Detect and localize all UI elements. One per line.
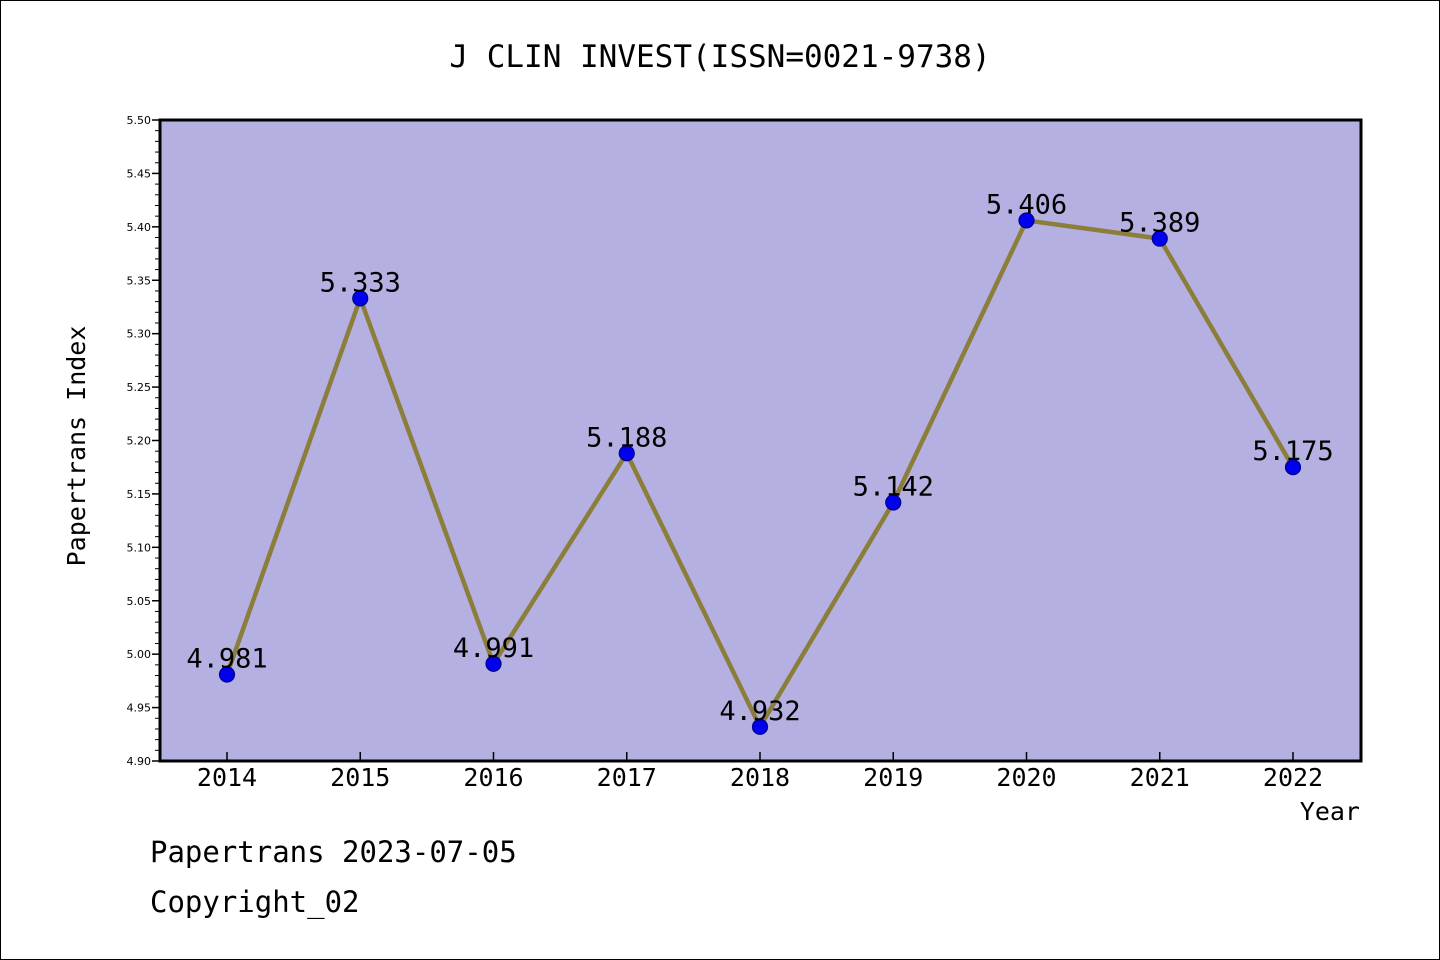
data-label: 5.175 (1252, 436, 1333, 467)
data-label: 5.406 (986, 189, 1067, 220)
data-point (218, 666, 236, 683)
data-label: 4.981 (186, 643, 267, 674)
x-axis-label: Year (1300, 797, 1360, 826)
x-axis: 2014 2015 2016 2017 2018 2019 2020 2021 2022 (197, 752, 1323, 792)
y-tick-label: 5.05 (127, 595, 152, 608)
data-label: 5.389 (1119, 208, 1200, 239)
y-tick-label: 5.20 (127, 435, 152, 448)
data-label: 5.142 (853, 471, 934, 502)
x-tick-label: 2015 (330, 763, 390, 792)
y-axis: 4.90 4.95 5.00 5.05 5.10 5.15 5.20 5.25 5.30 5.35… (127, 114, 160, 768)
data-point (885, 494, 902, 511)
x-tick-label: 2022 (1263, 763, 1323, 792)
data-point (352, 290, 369, 307)
data-point (751, 718, 769, 735)
x-tick-label: 2018 (730, 763, 790, 792)
x-tick-label: 2019 (863, 763, 923, 792)
y-tick-label: 5.10 (127, 541, 152, 554)
data-point (485, 655, 502, 672)
plot-area (158, 118, 1363, 763)
y-tick-label: 5.30 (127, 328, 152, 341)
x-tick-label: 2016 (463, 763, 523, 792)
y-tick-label: 5.25 (127, 381, 152, 394)
data-label: 4.991 (453, 633, 534, 664)
footer-copyright: Copyright_02 (150, 885, 360, 919)
footer-date: Papertrans 2023-07-05 (150, 835, 517, 869)
y-tick-label: 5.45 (127, 167, 152, 180)
y-tick-label: 5.50 (127, 114, 152, 127)
y-tick-label: 4.90 (127, 755, 152, 768)
data-label: 4.932 (719, 696, 800, 727)
data-point (1018, 212, 1035, 229)
y-tick-label: 5.35 (127, 274, 152, 287)
data-label: 5.333 (320, 267, 401, 298)
x-tick-label: 2017 (597, 763, 657, 792)
data-point (1151, 230, 1168, 247)
data-label: 5.188 (586, 422, 667, 453)
y-tick-label: 5.40 (127, 221, 152, 234)
data-point (618, 445, 635, 462)
series-layer: 4.981 5.333 4.991 5.188 4.932 5.142 5.406 5.389… (186, 189, 1334, 735)
data-point (1284, 459, 1302, 476)
y-tick-label: 4.95 (127, 702, 152, 715)
x-tick-label: 2021 (1130, 763, 1190, 792)
chart-title: J CLIN INVEST(ISSN=0021-9738) (449, 39, 990, 75)
x-tick-label: 2014 (197, 763, 257, 792)
x-tick-label: 2020 (996, 763, 1056, 792)
y-axis-label: Papertrans Index (62, 326, 91, 567)
y-tick-label: 5.00 (127, 648, 152, 661)
y-tick-label: 5.15 (127, 488, 152, 501)
